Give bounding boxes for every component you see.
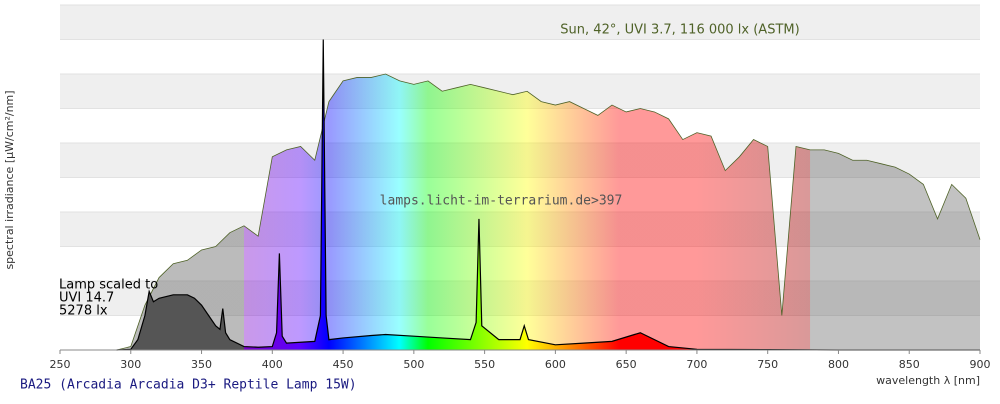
x-tick-label: 300	[120, 358, 141, 371]
x-tick-label: 700	[686, 358, 707, 371]
x-axis-label: wavelength λ [nm]	[876, 374, 980, 387]
watermark: lamps.licht-im-terrarium.de>397	[380, 194, 623, 209]
x-tick-label: 450	[333, 358, 354, 371]
spectrum-line	[116, 73, 981, 351]
x-tick-label: 500	[403, 358, 424, 371]
spectrum-area	[116, 74, 981, 350]
x-tick-label: 900	[970, 358, 991, 371]
y-axis-label: spectral irradiance [µW/cm²/nm]	[3, 90, 16, 269]
lamp-note: Lamp scaled to	[59, 278, 158, 293]
x-tick-label: 250	[50, 358, 71, 371]
plot	[116, 39, 981, 351]
x-tick-label: 800	[828, 358, 849, 371]
sun-label: Sun, 42°, UVI 3.7, 116 000 lx (ASTM)	[560, 23, 799, 38]
x-tick-label: 600	[545, 358, 566, 371]
lamp-note: UVI 14.7	[59, 291, 114, 306]
grid-band	[60, 5, 980, 40]
x-tick-label: 400	[262, 358, 283, 371]
spectrum-area	[116, 39, 981, 350]
caption: BA25 (Arcadia Arcadia D3+ Reptile Lamp 1…	[20, 378, 357, 393]
x-tick-label: 350	[191, 358, 212, 371]
lamp-note: 5278 lx	[59, 304, 108, 319]
spectrum-line	[116, 39, 980, 351]
x-tick-label: 550	[474, 358, 495, 371]
x-tick-label: 850	[899, 358, 920, 371]
x-tick-label: 650	[616, 358, 637, 371]
x-tick-label: 750	[757, 358, 778, 371]
